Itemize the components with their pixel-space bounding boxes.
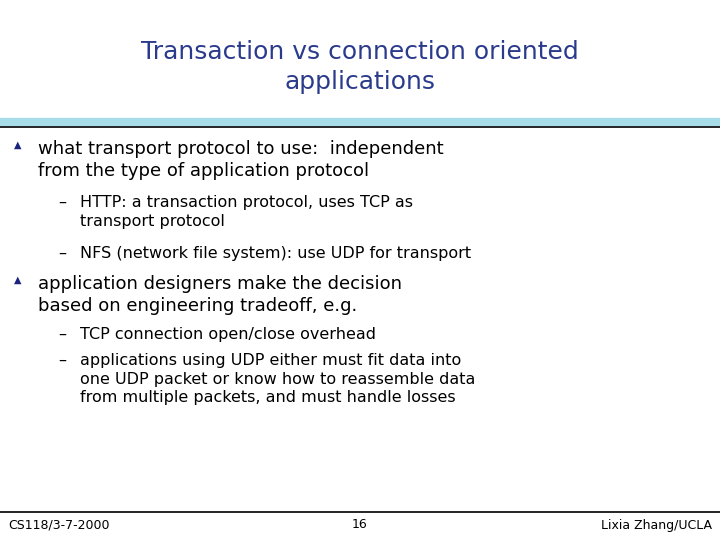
Text: –: – xyxy=(58,195,66,210)
Text: –: – xyxy=(58,246,66,261)
Text: Transaction vs connection oriented
applications: Transaction vs connection oriented appli… xyxy=(141,40,579,94)
Text: NFS (network file system): use UDP for transport: NFS (network file system): use UDP for t… xyxy=(80,246,471,261)
Text: application designers make the decision
based on engineering tradeoff, e.g.: application designers make the decision … xyxy=(38,275,402,315)
Text: what transport protocol to use:  independent
from the type of application protoc: what transport protocol to use: independ… xyxy=(38,140,444,180)
Text: ▲: ▲ xyxy=(14,140,22,150)
Text: –: – xyxy=(58,353,66,368)
Text: –: – xyxy=(58,327,66,342)
Text: applications using UDP either must fit data into
one UDP packet or know how to r: applications using UDP either must fit d… xyxy=(80,353,475,405)
Text: TCP connection open/close overhead: TCP connection open/close overhead xyxy=(80,327,376,342)
Text: 16: 16 xyxy=(352,518,368,531)
Text: HTTP: a transaction protocol, uses TCP as
transport protocol: HTTP: a transaction protocol, uses TCP a… xyxy=(80,195,413,228)
Text: CS118/3-7-2000: CS118/3-7-2000 xyxy=(8,518,109,531)
Text: Lixia Zhang/UCLA: Lixia Zhang/UCLA xyxy=(601,518,712,531)
Text: ▲: ▲ xyxy=(14,275,22,285)
